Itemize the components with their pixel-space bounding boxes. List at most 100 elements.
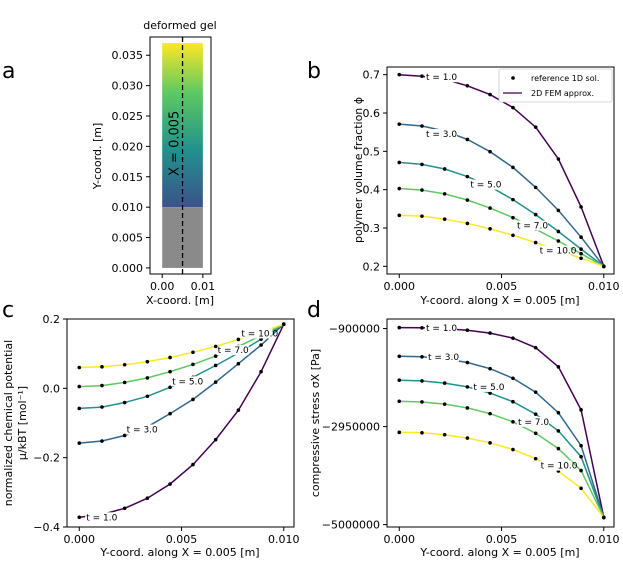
data-point: [442, 432, 447, 437]
series-line-3.0: [399, 123, 605, 267]
legend: reference 1D sol. 2D FEM approx.: [498, 68, 613, 103]
data-point: [168, 482, 172, 486]
data-point: [556, 239, 561, 243]
panel-d: d t = 1.0 t = 3.0 t = 5.0 t = 7.0 t = 10.0 −…: [307, 298, 620, 559]
data-point: [145, 376, 150, 380]
data-point: [533, 240, 538, 245]
data-point: [77, 441, 82, 445]
curve-label: t = 1.0: [86, 513, 117, 523]
data-point: [533, 412, 538, 416]
legend-entry-reference: reference 1D sol.: [531, 74, 599, 83]
data-point: [191, 362, 195, 367]
data-point: [281, 322, 286, 327]
series-line-7.0: [79, 323, 285, 388]
data-point: [168, 411, 172, 416]
panel-b-plot: t = 1.0 t = 3.0 t = 5.0 t = 7.0 t = 10.0: [397, 72, 606, 269]
panel-a-xtick-label: 0.01: [191, 280, 216, 293]
panel-a-ytick-label: 0.030: [112, 80, 144, 93]
data-point: [168, 385, 172, 390]
data-point: [442, 402, 447, 406]
data-point: [556, 410, 561, 415]
data-point: [579, 408, 583, 412]
data-point: [556, 229, 561, 234]
curve-label-bg: [424, 322, 457, 333]
ytick-label: 0.6: [363, 107, 381, 120]
ytick-label: 0.2: [43, 313, 61, 326]
xtick-label: 0.005: [486, 280, 518, 293]
curve-label: t = 10.0: [541, 462, 578, 472]
data-point: [213, 437, 218, 442]
panel-a-xticks: 0.00 0.01: [150, 274, 215, 293]
data-point: [145, 394, 150, 399]
panel-c-ylabel-line2: μ/kBT [mol⁻¹]: [16, 386, 29, 460]
panel-d-xlabel: Y-coord. along X = 0.005 [m]: [419, 546, 579, 559]
data-point: [420, 379, 424, 383]
data-point: [420, 74, 424, 78]
data-point: [511, 336, 515, 340]
data-point: [442, 381, 447, 385]
xtick-label: 0.010: [588, 533, 620, 546]
data-point: [100, 439, 104, 443]
panel-letter-d: d: [307, 298, 321, 323]
curve-label: t = 3.0: [428, 353, 459, 363]
data-point: [236, 408, 241, 412]
data-point: [579, 251, 583, 256]
xtick-label: 0.000: [384, 533, 416, 546]
data-point: [579, 468, 583, 473]
panel-b-xlabel: Y-coord. along X = 0.005 [m]: [419, 294, 579, 307]
panel-letter-a: a: [2, 59, 15, 84]
data-point: [579, 247, 583, 251]
ytick-label: 0.3: [363, 222, 381, 235]
data-point: [465, 436, 470, 440]
ytick-label: 0.0: [43, 382, 61, 395]
xtick-label: 0.010: [588, 280, 620, 293]
series-line-10.0: [399, 214, 605, 268]
data-point: [213, 354, 218, 358]
data-point: [420, 354, 424, 359]
curve-label: t = 1.0: [426, 324, 457, 334]
panel-d-ticks: −900000 −2950000 −5000000 0.000 0.005 0.010: [322, 323, 620, 546]
panel-d-plot: t = 1.0 t = 3.0 t = 5.0 t = 7.0 t = 10.0: [397, 322, 606, 520]
data-point: [191, 462, 195, 467]
data-point: [465, 221, 470, 226]
data-point: [579, 205, 583, 209]
data-point: [442, 192, 447, 196]
series-line-3.0: [399, 355, 605, 518]
xtick-label: 0.005: [166, 533, 198, 546]
curve-label: t = 10.0: [241, 329, 278, 339]
data-point: [601, 264, 606, 269]
panel-b-ylabel: polymer volume fraction ϕ: [352, 97, 365, 243]
data-point: [420, 162, 424, 167]
panel-d-ylabel: compressive stress σX [Pa]: [309, 349, 322, 497]
panel-b: b t = 1.0 t = 3.0 t = 5.0 t = 7.0 t = 10.0 0…: [307, 59, 620, 307]
legend-dot-marker: [511, 76, 515, 80]
data-point: [533, 390, 538, 394]
curve-label-bg: [216, 345, 249, 356]
data-point: [465, 198, 470, 202]
data-point: [488, 391, 492, 395]
panel-letter-b: b: [307, 59, 321, 84]
data-point: [579, 443, 583, 448]
curve-label-bg: [515, 220, 548, 231]
data-point: [556, 365, 561, 369]
data-point: [168, 369, 172, 374]
data-point: [511, 215, 515, 220]
data-point: [213, 344, 218, 349]
xtick-label: 0.010: [268, 533, 300, 546]
data-point: [122, 380, 127, 385]
panel-a-yticks: 0.000 0.005 0.010 0.015 0.020 0.025 0.030 0.035: [112, 49, 150, 275]
curve-label-bg: [240, 328, 273, 339]
data-point: [465, 83, 470, 88]
data-point: [420, 124, 424, 128]
data-point: [488, 92, 492, 97]
data-point: [465, 137, 470, 142]
data-point: [191, 350, 195, 355]
data-point: [533, 431, 538, 436]
data-point: [168, 355, 172, 360]
curve-label-bg: [539, 460, 572, 471]
curve-label-bg: [424, 129, 457, 140]
panel-c: c t = 1.0 t = 3.0 t = 5.0 t = 7.0 t = 10.0 −…: [2, 298, 300, 559]
curve-label-bg: [538, 245, 571, 256]
legend-box: [498, 68, 613, 103]
curve-label: t = 3.0: [426, 130, 457, 140]
